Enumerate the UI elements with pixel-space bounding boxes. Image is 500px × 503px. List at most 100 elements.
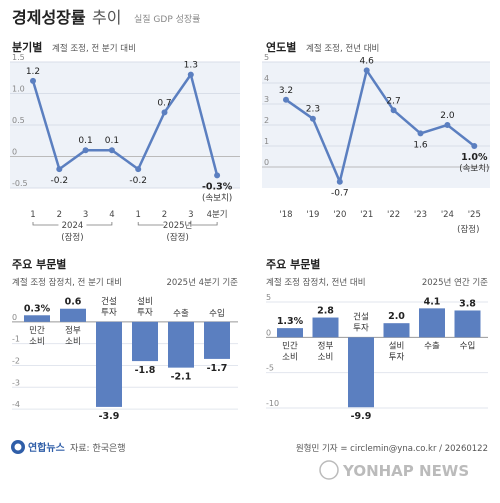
panel-subtitle: 계절 조정 잠정치, 전 분기 대비 [12, 277, 122, 288]
y-tick-label: -0.5 [12, 179, 28, 188]
year-group-note: (잠정) [167, 232, 189, 243]
y-tick-label: -1 [12, 335, 20, 344]
source-text: 자료: 한국은행 [70, 442, 126, 454]
y-tick-label: 3 [264, 95, 269, 104]
category-label: 투자 [353, 323, 369, 333]
x-note: (잠정) [457, 224, 479, 235]
category-label: 수출 [173, 308, 189, 319]
data-label: -0.2 [51, 176, 69, 186]
bar [168, 321, 194, 368]
category-label: 수출 [424, 340, 440, 351]
bar-value-label: 4.1 [424, 296, 441, 307]
data-point [135, 166, 142, 173]
data-point [283, 96, 289, 103]
bar [24, 315, 50, 322]
data-label: 1.0% [461, 152, 488, 163]
x-tick-label: 1 [135, 210, 140, 220]
data-label: 0.7 [157, 98, 171, 108]
data-label: 1.6 [413, 140, 428, 150]
page-title-suffix: 추이 [92, 8, 121, 27]
category-label: 소비 [318, 352, 334, 362]
panel-basis: 2025년 4분기 기준 [166, 277, 238, 288]
x-tick-label: 4 [109, 210, 114, 220]
y-tick-label: -2 [12, 356, 20, 365]
x-tick-label: '20 [333, 210, 346, 220]
data-label: 2.3 [306, 105, 320, 115]
bar-value-label: 0.3% [24, 303, 51, 314]
data-point [108, 147, 115, 154]
bar [204, 321, 230, 359]
page-title: 경제성장률 [12, 8, 86, 27]
y-tick-label: 1 [264, 137, 269, 146]
bar [454, 310, 481, 338]
data-point [214, 172, 221, 179]
x-tick-label: 3 [83, 210, 88, 220]
y-tick-label: 0.5 [12, 116, 25, 125]
data-label: 2.7 [386, 96, 400, 106]
bar-value-label: -1.7 [207, 363, 228, 374]
y-tick-label: 1.0 [12, 85, 25, 94]
bar [383, 323, 410, 338]
category-label: 수입 [460, 341, 476, 351]
data-point [390, 107, 397, 114]
x-tick-label: '23 [414, 210, 427, 220]
panel-title: 주요 부문별 [266, 258, 320, 271]
data-label: 3.2 [279, 86, 293, 96]
x-tick-label: 2 [162, 210, 167, 220]
data-point [187, 71, 194, 78]
bar [96, 321, 122, 407]
x-tick-label: '24 [441, 210, 454, 220]
y-tick-label: 1.5 [12, 53, 25, 62]
data-point [309, 115, 316, 122]
y-tick-label: 5 [264, 53, 269, 62]
bar-value-label: -3.9 [99, 411, 120, 422]
credit-text: 원형민 기자 = circlemin@yna.co.kr / 20260122 [296, 443, 488, 454]
category-label: 투자 [389, 352, 405, 362]
bar-value-label: 1.3% [277, 316, 304, 327]
category-label: 수입 [209, 309, 225, 319]
y-tick-label: -5 [266, 364, 274, 373]
data-point [336, 178, 343, 185]
y-tick-label: 4 [264, 74, 269, 83]
category-label: 설비 [137, 296, 153, 307]
y-tick-label: 0 [12, 148, 17, 157]
category-label: 정부 [65, 325, 81, 336]
category-label: 민간 [282, 340, 298, 351]
data-point [30, 77, 36, 84]
logo-text: 연합뉴스 [28, 441, 65, 454]
data-label: 0.1 [78, 136, 92, 146]
quarterly-growth-chart: 분기별 계절 조정, 전 분기 대비 1.5 1.0 0.5 0 -0.5 1.2 1 -0.2 2… [10, 40, 240, 243]
x-tick-label: 4분기 [207, 210, 228, 220]
category-label: 투자 [137, 308, 153, 318]
panel-title: 주요 부문별 [12, 258, 66, 271]
category-label: 소비 [29, 337, 45, 347]
data-label: 1.2 [26, 67, 40, 77]
bar-value-label: -2.1 [171, 372, 192, 383]
watermark-text: YONHAP NEWS [342, 462, 469, 480]
category-label: 소비 [282, 352, 298, 362]
year-bracket [32, 222, 113, 226]
series-line [285, 69, 476, 183]
bar-value-label: 2.0 [388, 311, 405, 322]
y-tick-label: 2 [264, 116, 269, 125]
y-tick-label: -4 [12, 400, 20, 409]
bar [60, 308, 86, 322]
data-label: -0.2 [129, 176, 147, 186]
data-point [444, 122, 451, 128]
panel-subtitle: 계절 조정, 전년 대비 [306, 43, 379, 54]
category-label: 투자 [101, 308, 117, 318]
year-group-label: 2024 [62, 221, 84, 231]
data-note: (속보치) [202, 193, 232, 203]
category-label: 건설 [101, 296, 117, 307]
y-tick-label: 0 [12, 313, 17, 322]
data-note: (속보치) [459, 164, 489, 174]
x-tick-label: '22 [387, 210, 400, 220]
x-tick-label: 1 [30, 210, 35, 220]
category-label: 건설 [353, 311, 369, 322]
year-group-label: 2025년 [163, 220, 192, 231]
yonhap-logo: 연합뉴스 [11, 440, 65, 454]
panel-basis: 2025년 연간 기준 [422, 277, 488, 288]
bar-value-label: 0.6 [65, 297, 82, 308]
